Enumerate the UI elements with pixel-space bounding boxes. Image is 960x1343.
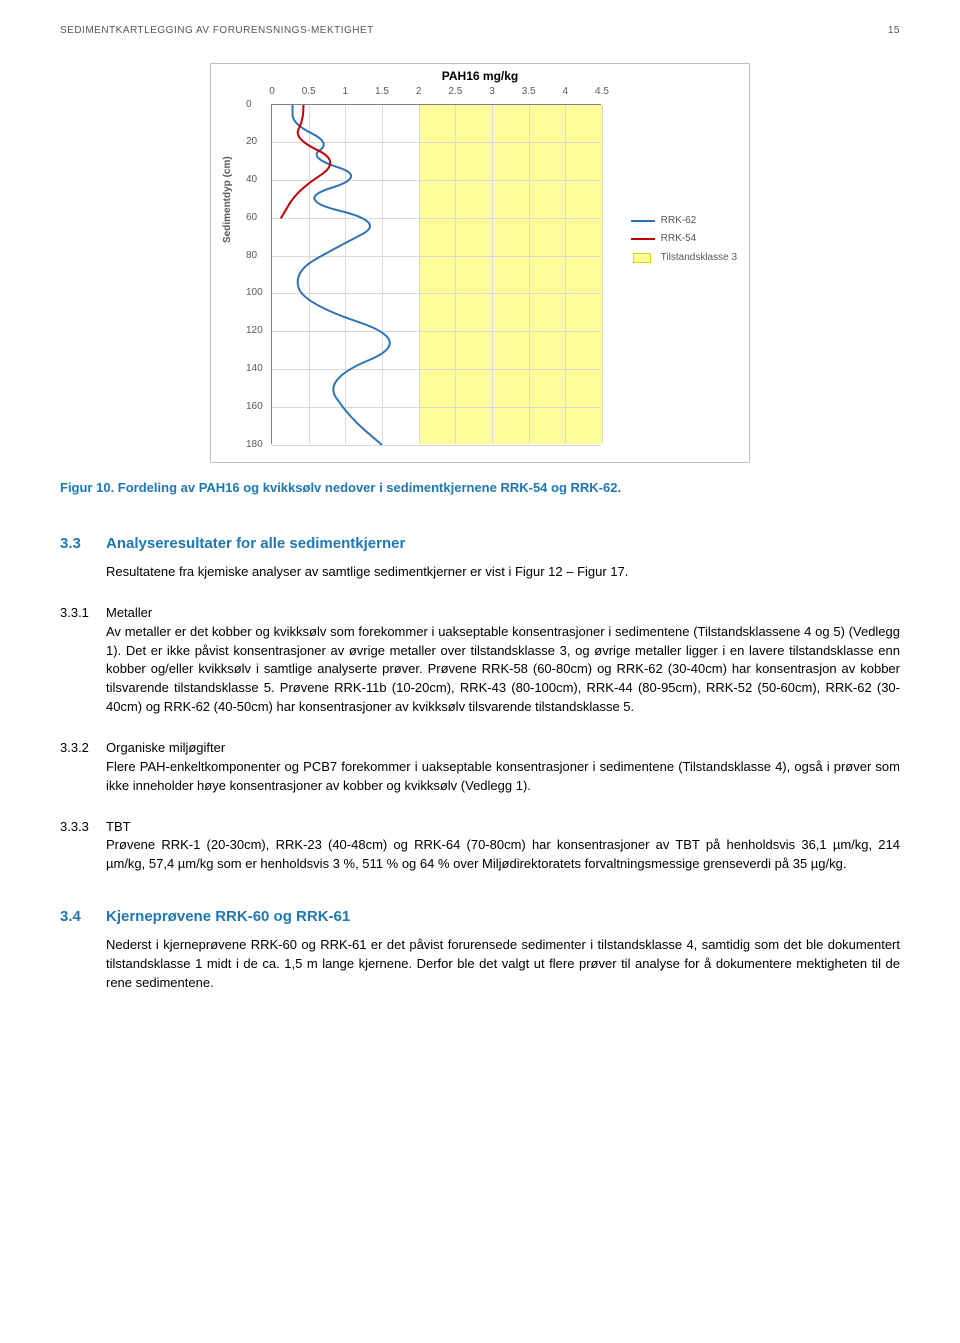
legend-label-rrk54: RRK-54 bbox=[661, 232, 697, 247]
legend-label-rrk62: RRK-62 bbox=[661, 214, 697, 229]
legend-row-tilstand: Tilstandsklasse 3 bbox=[631, 251, 737, 266]
header-title: SEDIMENTKARTLEGGING AV FORURENSNINGS-MEK… bbox=[60, 24, 374, 39]
x-tick-label: 1 bbox=[343, 85, 349, 100]
legend-swatch-rrk54 bbox=[631, 238, 655, 240]
section-3-4-num: 3.4 bbox=[60, 906, 106, 992]
y-tick-label: 180 bbox=[246, 437, 263, 452]
section-3-4-title: Kjerneprøvene RRK-60 og RRK-61 bbox=[106, 906, 900, 928]
section-3-3-1: 3.3.1 Metaller Av metaller er det kobber… bbox=[60, 604, 900, 717]
y-tick-label: 20 bbox=[246, 135, 257, 150]
figure-caption: Figur 10. Fordeling av PAH16 og kvikksøl… bbox=[60, 479, 900, 498]
legend-swatch-rrk62 bbox=[631, 220, 655, 222]
y-tick-label: 140 bbox=[246, 362, 263, 377]
gridline-h bbox=[272, 445, 601, 446]
y-tick-label: 120 bbox=[246, 324, 263, 339]
y-tick-label: 100 bbox=[246, 286, 263, 301]
section-3-3-3-num: 3.3.3 bbox=[60, 818, 106, 875]
chart-svg bbox=[272, 105, 602, 445]
section-3-3-num: 3.3 bbox=[60, 533, 106, 582]
chart-plot-area: 00.511.522.533.544.502040608010012014016… bbox=[271, 104, 601, 444]
section-3-3-2-body: Flere PAH-enkeltkomponenter og PCB7 fore… bbox=[106, 759, 900, 793]
chart-wrapper: PAH16 mg/kg Sedimentdyp (cm) 00.511.522.… bbox=[60, 63, 900, 463]
x-tick-label: 2.5 bbox=[448, 85, 462, 100]
section-3-3-1-title: Metaller bbox=[106, 605, 152, 620]
header-page: 15 bbox=[888, 24, 900, 39]
section-3-3: 3.3 Analyseresultater for alle sedimentk… bbox=[60, 533, 900, 582]
section-3-3-3-body: Prøvene RRK-1 (20-30cm), RRK-23 (40-48cm… bbox=[106, 837, 900, 871]
section-3-3-intro: Resultatene fra kjemiske analyser av sam… bbox=[106, 563, 900, 582]
section-3-3-3: 3.3.3 TBT Prøvene RRK-1 (20-30cm), RRK-2… bbox=[60, 818, 900, 875]
section-3-3-2: 3.3.2 Organiske miljøgifter Flere PAH-en… bbox=[60, 739, 900, 796]
section-3-3-1-num: 3.3.1 bbox=[60, 604, 106, 717]
x-tick-label: 1.5 bbox=[375, 85, 389, 100]
legend-label-tilstand: Tilstandsklasse 3 bbox=[661, 251, 737, 266]
x-tick-label: 4 bbox=[563, 85, 569, 100]
section-3-4: 3.4 Kjerneprøvene RRK-60 og RRK-61 Neder… bbox=[60, 906, 900, 992]
chart-container: PAH16 mg/kg Sedimentdyp (cm) 00.511.522.… bbox=[210, 63, 750, 463]
section-3-3-2-title: Organiske miljøgifter bbox=[106, 740, 225, 755]
chart-line-rrk62 bbox=[293, 105, 390, 445]
chart-y-axis-label: Sedimentdyp (cm) bbox=[221, 156, 236, 243]
chart-title: PAH16 mg/kg bbox=[211, 68, 749, 85]
gridline-v bbox=[602, 105, 603, 444]
section-3-3-title: Analyseresultater for alle sedimentkjern… bbox=[106, 533, 900, 555]
y-tick-label: 0 bbox=[246, 97, 252, 112]
x-tick-label: 4.5 bbox=[595, 85, 609, 100]
legend-row-rrk62: RRK-62 bbox=[631, 214, 737, 229]
y-tick-label: 40 bbox=[246, 173, 257, 188]
section-3-4-body: Nederst i kjerneprøvene RRK-60 og RRK-61… bbox=[106, 936, 900, 993]
section-3-3-1-body: Av metaller er det kobber og kvikksølv s… bbox=[106, 624, 900, 714]
x-tick-label: 0 bbox=[269, 85, 275, 100]
x-tick-label: 2 bbox=[416, 85, 422, 100]
legend-row-rrk54: RRK-54 bbox=[631, 232, 737, 247]
section-3-3-3-title: TBT bbox=[106, 819, 131, 834]
y-tick-label: 160 bbox=[246, 399, 263, 414]
section-3-3-2-num: 3.3.2 bbox=[60, 739, 106, 796]
x-tick-label: 0.5 bbox=[302, 85, 316, 100]
x-tick-label: 3.5 bbox=[522, 85, 536, 100]
page-header: SEDIMENTKARTLEGGING AV FORURENSNINGS-MEK… bbox=[60, 24, 900, 39]
y-tick-label: 80 bbox=[246, 248, 257, 263]
y-tick-label: 60 bbox=[246, 211, 257, 226]
x-tick-label: 3 bbox=[489, 85, 495, 100]
legend-swatch-tilstand bbox=[633, 253, 651, 263]
chart-legend: RRK-62 RRK-54 Tilstandsklasse 3 bbox=[631, 214, 737, 270]
